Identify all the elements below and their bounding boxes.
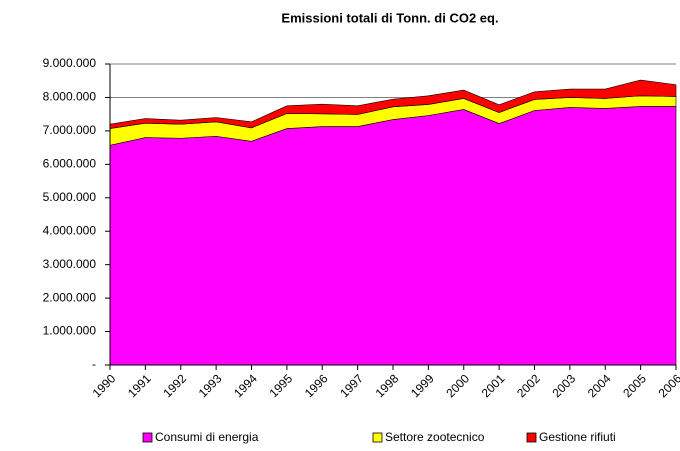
legend-swatch (372, 432, 383, 443)
x-tick-label: 1995 (266, 371, 295, 400)
x-tick-label: 1993 (196, 371, 225, 400)
x-tick-label: 1990 (90, 371, 119, 400)
chart-title: Emissioni totali di Tonn. di CO2 eq. (281, 10, 498, 25)
legend-label: Consumi di energia (155, 430, 259, 444)
y-tick-label: - (92, 357, 96, 371)
legend-swatch (142, 432, 153, 443)
x-tick-label: 2006 (656, 371, 680, 400)
x-tick-label: 2005 (620, 371, 649, 400)
x-tick-label: 1998 (373, 371, 402, 400)
y-tick-label: 1.000.000 (43, 324, 97, 338)
x-tick-label: 1992 (160, 371, 189, 400)
x-tick-label: 2004 (585, 371, 614, 400)
x-tick-label: 2003 (549, 371, 578, 400)
x-tick-label: 1991 (125, 371, 154, 400)
y-tick-label: 6.000.000 (43, 157, 97, 171)
y-tick-label: 7.000.000 (43, 123, 97, 137)
y-tick-label: 9.000.000 (43, 56, 97, 70)
x-tick-label: 2000 (443, 371, 472, 400)
legend-label: Settore zootecnico (385, 430, 485, 444)
area (109, 79, 677, 129)
x-tick-label: 1996 (302, 371, 331, 400)
x-tick-label: 1994 (231, 371, 260, 400)
y-tick-label: 5.000.000 (43, 190, 97, 204)
legend-label: Gestione rifiuti (539, 430, 616, 444)
x-tick-label: 1999 (408, 371, 437, 400)
y-tick-label: 3.000.000 (43, 257, 97, 271)
y-tick-label: 2.000.000 (43, 290, 97, 304)
area (109, 106, 677, 366)
x-tick-label: 2002 (514, 371, 543, 400)
x-tick-label: 1997 (337, 371, 366, 400)
x-tick-label: 2001 (479, 371, 508, 400)
y-tick-label: 8.000.000 (43, 90, 97, 104)
legend-swatch (526, 432, 537, 443)
y-tick-label: 4.000.000 (43, 223, 97, 237)
